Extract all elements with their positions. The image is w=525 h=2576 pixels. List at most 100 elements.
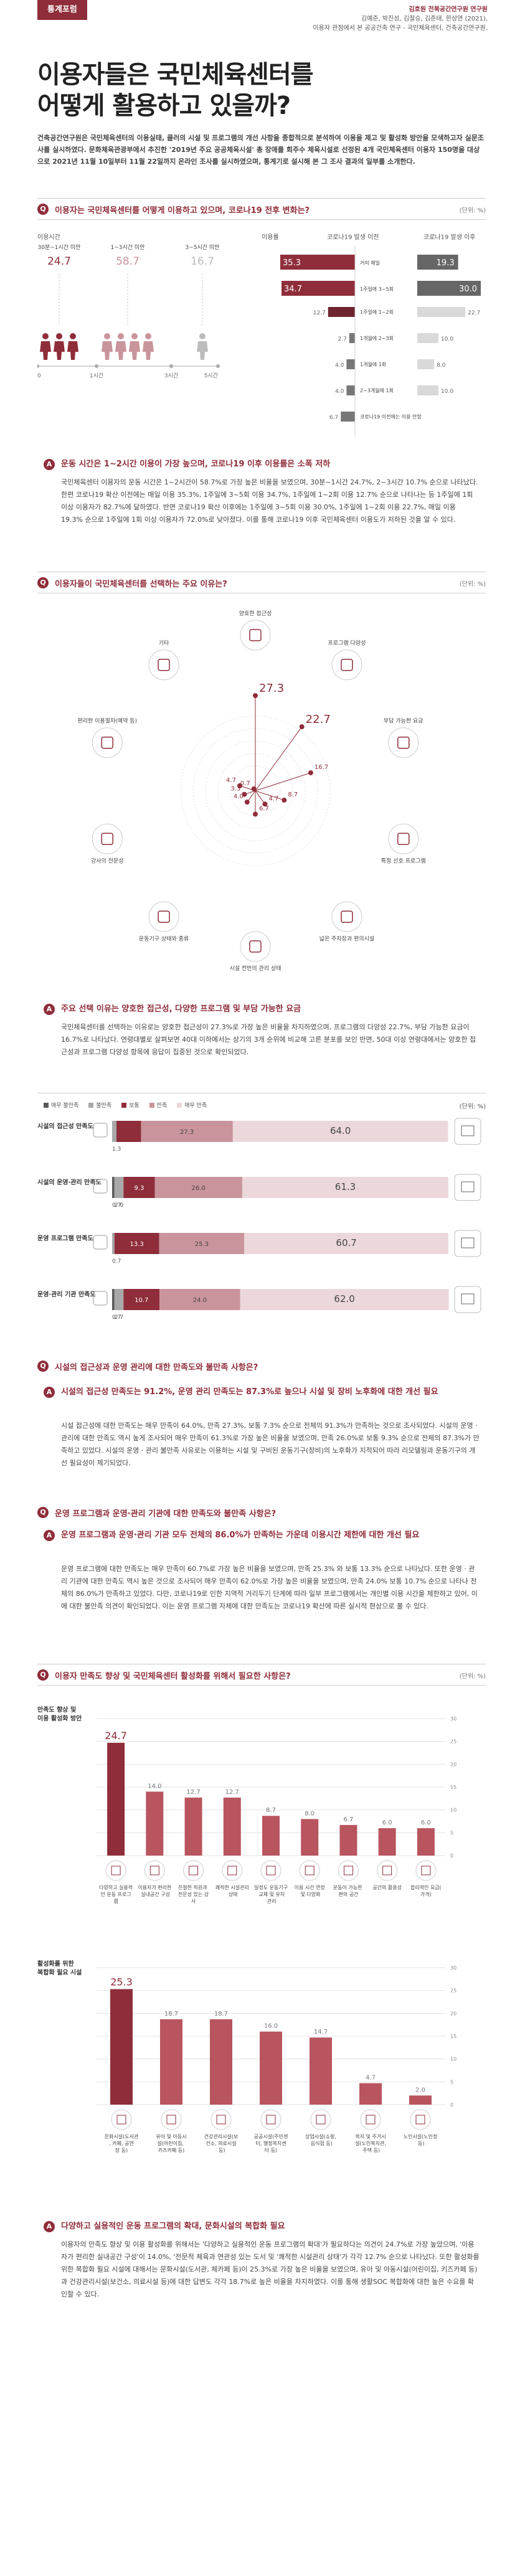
legend-label: 불만족	[96, 1103, 112, 1109]
data-point	[237, 783, 242, 788]
bar-value: 6.0	[421, 1819, 431, 1826]
time-group-label: 1~3시간 미만	[110, 245, 145, 251]
data-point	[281, 798, 287, 803]
bar	[378, 1828, 396, 1856]
row-icon	[461, 1293, 475, 1305]
reason-icon	[341, 910, 353, 923]
segment-value: 2.7	[115, 1314, 123, 1321]
category-label: 건강관리시설(보 건소, 의료시설 등)	[204, 2133, 239, 2153]
segment-value: 27.3	[180, 1129, 194, 1136]
a-icon: A	[44, 459, 55, 470]
reason-icon	[101, 736, 113, 749]
category-label: 문화시설(도서관, 카페, 공연 장 등)	[105, 2133, 139, 2153]
reason-icon	[249, 629, 262, 641]
category-label: 이용 시간 연장 및 다양화	[295, 1884, 326, 1897]
legend-item: 매우 불만족	[44, 1101, 78, 1109]
y-tick-label: 20	[450, 1762, 456, 1767]
person-icon	[70, 333, 76, 339]
bar-before	[346, 385, 355, 395]
category-icon	[343, 1866, 353, 1875]
answer-3-heading-text: 시설의 접근성 만족도는 91.2%, 운영 관리 만족도는 87.3%로 높으…	[61, 1387, 438, 1397]
category-label-line: 등)	[416, 2141, 424, 2146]
value-before: 4.0	[335, 362, 344, 369]
reason-label: 부담 가능한 요금	[384, 717, 423, 725]
time-axis: 0 1시간 3시간 5시간	[37, 364, 220, 379]
stacked-segment	[232, 1121, 448, 1142]
value-before: 12.7	[313, 310, 326, 316]
category-label-line: 등)	[217, 2148, 225, 2153]
y-tick-label: 30	[450, 1716, 456, 1722]
reason-label: 시설 전반의 관리 상태	[229, 965, 281, 972]
category-label-line: ·관리	[265, 1898, 276, 1904]
axis-tick	[37, 364, 39, 368]
bar	[184, 1797, 202, 1856]
data-point	[242, 791, 247, 797]
bar-value: 6.7	[343, 1816, 353, 1823]
stacked-segment	[123, 1177, 155, 1198]
thumb-icon	[93, 1235, 108, 1250]
legend-swatch	[44, 1102, 49, 1108]
category-label: 1주일에 3~5회	[360, 286, 394, 292]
category-label-line: 터, 행정복지센	[255, 2140, 286, 2146]
category-label: 공간의 활용성	[372, 1884, 402, 1890]
category-icon	[382, 1866, 392, 1875]
category-label-line: 공공시설(주민센	[254, 2133, 288, 2140]
category-label-line: 노인시설(노인정	[404, 2133, 438, 2140]
data-point	[253, 693, 258, 699]
stacked-segment	[240, 1289, 449, 1310]
question-5: Q 이용자 만족도 향상 및 국민체육센터 활성화를 위해서 필요한 사항은? …	[37, 1668, 486, 1682]
category-label: 1주일에 1~2회	[360, 309, 394, 315]
row-icon	[454, 1174, 481, 1201]
category-icon	[260, 1860, 281, 1881]
q-icon: Q	[37, 204, 49, 215]
category-label: 다양하고 실용적 인 운동 프로그 램	[99, 1884, 133, 1904]
axis-tick-label: 5시간	[204, 372, 218, 379]
category-label-line: 운동이 가능한	[333, 1884, 364, 1890]
freq-col-right: 코로나19 발생 이후	[423, 234, 476, 241]
bar-value: 12.7	[186, 1789, 200, 1796]
category-label-line: 램	[113, 1898, 118, 1904]
reason-icon	[397, 736, 410, 749]
data-point	[253, 811, 258, 817]
people-figures	[40, 274, 78, 360]
category-icon	[360, 2109, 381, 2130]
question-1: Q 이용자는 국민체육센터를 어떻게 이용하고 있으며, 코로나19 전후 변화…	[37, 202, 486, 216]
row-label: 운영 프로그램 만족도	[37, 1234, 93, 1242]
facilities-chart: 0 5 10 15 20 25 30 25.3 문화시설(도서관, 카페, 공연 장 등) 18.7…	[97, 1965, 456, 2153]
reason-icon	[240, 931, 271, 962]
bar-after	[417, 281, 481, 296]
person-icon	[54, 341, 65, 360]
value-before: 2.7	[338, 336, 346, 342]
axis-tick	[169, 364, 173, 368]
segment-value: 13.3	[130, 1241, 144, 1248]
unit-label: (단위: %)	[459, 1103, 486, 1110]
reason-icon	[388, 823, 419, 854]
bar-before	[346, 359, 355, 369]
axis-tick-label: 3시간	[164, 372, 178, 379]
legend-item: 매우 만족	[177, 1101, 207, 1109]
category-icon	[266, 1866, 276, 1875]
y-tick-label: 5	[450, 2079, 453, 2085]
people-figures	[102, 274, 154, 360]
thumb-icon	[93, 1123, 108, 1138]
a-icon: A	[44, 2221, 55, 2232]
bar-after	[417, 255, 458, 270]
question-4-text: 운영 프로그램과 운영·관리 기관에 대한 만족도와 불만족 사항은?	[55, 1509, 277, 1519]
bar-value: 6.0	[382, 1819, 392, 1826]
reason-icon	[341, 658, 353, 671]
bar	[409, 2095, 432, 2105]
category-icon	[266, 2115, 276, 2125]
category-label: 운동이 가능한 편의 공간	[333, 1884, 364, 1897]
value-after: 8.0	[437, 362, 446, 369]
reason-icon	[331, 901, 362, 932]
segment-value: 60.7	[336, 1237, 356, 1248]
author-line-2: 김예준, 박진성, 김철승, 김준태, 한상연 (2021),	[361, 16, 488, 22]
legend-label: 보통	[129, 1103, 140, 1109]
category-icon	[421, 1866, 431, 1875]
value-after: 30.0	[459, 285, 477, 294]
answer-5-body: 이용자의 만족도 향상 및 이용 활성화를 위해서는 '다양하고 실용적인 운동…	[61, 2240, 480, 2298]
person-icon	[40, 341, 51, 360]
time-group-label: 30분~1시간 미만	[37, 245, 81, 251]
